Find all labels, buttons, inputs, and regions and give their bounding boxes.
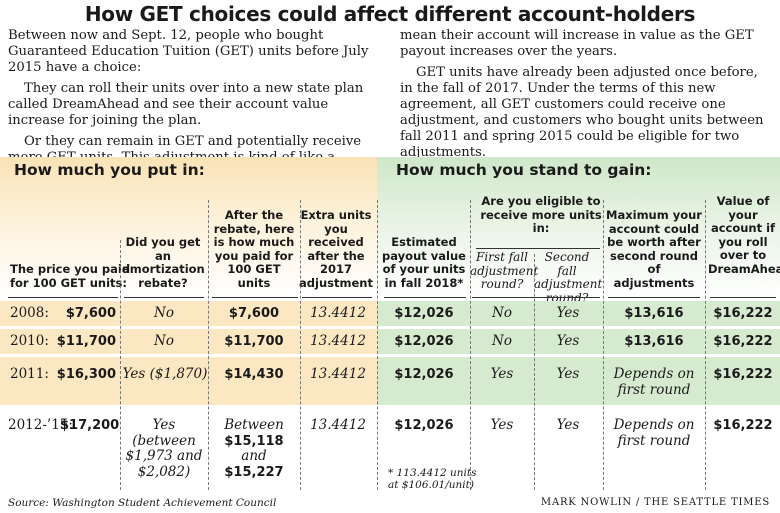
row-rebate: Yes (between $1,973 and $2,082) bbox=[125, 417, 203, 480]
row-payout: $12,026 bbox=[394, 418, 454, 433]
row-after-rebate-and: and bbox=[241, 448, 267, 464]
header-rebate: Did you get an amortization rebate? bbox=[122, 235, 205, 290]
header-rule-rebate bbox=[124, 297, 204, 298]
header-rule-extra bbox=[302, 297, 372, 298]
column-divider bbox=[377, 200, 378, 490]
row-shade-2010 bbox=[0, 329, 780, 354]
row-year: 2011: bbox=[10, 366, 49, 382]
row-after-rebate: $7,600 bbox=[228, 306, 280, 321]
column-divider bbox=[208, 200, 209, 490]
row-price: $17,200 bbox=[60, 418, 120, 433]
row-maximum: $13,616 bbox=[624, 334, 684, 349]
row-year: 2012-’15: bbox=[8, 417, 73, 433]
header-extra-units: Extra units you received after the 2017 … bbox=[299, 208, 373, 290]
column-divider bbox=[534, 254, 535, 490]
intro-paragraph-4: mean their account will increase in valu… bbox=[400, 28, 754, 59]
intro-paragraph-1: Between now and Sept. 12, people who bou… bbox=[8, 28, 369, 75]
header-rule-rounds bbox=[472, 297, 600, 298]
header-rule-eligible bbox=[476, 248, 600, 249]
intro-paragraph-5: GET units have already been adjusted onc… bbox=[400, 65, 764, 160]
row-dreamahead: $16,222 bbox=[713, 306, 773, 321]
row-price: $16,300 bbox=[56, 367, 116, 382]
header-first-fall: First fall adjustment round? bbox=[470, 250, 539, 291]
row-year: 2010: bbox=[10, 333, 49, 349]
row-maximum: Depends on first round bbox=[613, 366, 695, 398]
row-first-fall: No bbox=[492, 305, 512, 321]
row-rebate: No bbox=[154, 305, 174, 321]
row-maximum: $13,616 bbox=[624, 306, 684, 321]
row-year: 2008: bbox=[10, 305, 49, 321]
intro-right-column: mean their account will increase in valu… bbox=[400, 28, 770, 166]
row-second-fall: Yes bbox=[556, 366, 580, 382]
row-extra-units: 13.4412 bbox=[310, 305, 366, 321]
column-divider bbox=[705, 200, 706, 490]
row-second-fall: Yes bbox=[556, 305, 580, 321]
row-after-rebate: $11,700 bbox=[224, 334, 284, 349]
column-divider bbox=[300, 200, 301, 490]
header-rule-price bbox=[8, 297, 118, 298]
row-second-fall: Yes bbox=[556, 417, 580, 433]
row-price: $11,700 bbox=[56, 334, 116, 349]
row-dreamahead: $16,222 bbox=[713, 367, 773, 382]
row-first-fall: No bbox=[492, 333, 512, 349]
footnote-line-2: at $106.01/unit) bbox=[388, 479, 474, 491]
row-price: $7,600 bbox=[65, 306, 116, 321]
header-rule-payout bbox=[384, 297, 466, 298]
header-rule-maximum bbox=[608, 297, 700, 298]
row-after-rebate: $14,430 bbox=[224, 367, 284, 382]
row-second-fall: Yes bbox=[556, 333, 580, 349]
header-payout: Estimated payout value of your units in … bbox=[382, 235, 466, 290]
row-after-rebate-between: Between bbox=[224, 417, 284, 433]
row-shade-2011 bbox=[0, 357, 780, 405]
row-after-rebate-low: $15,118 bbox=[224, 433, 284, 449]
column-divider bbox=[120, 240, 121, 490]
header-price: The price you paid for 100 GET units: bbox=[10, 262, 131, 290]
row-payout: $12,026 bbox=[394, 334, 454, 349]
row-after-rebate-high: $15,227 bbox=[224, 464, 284, 480]
row-maximum: Depends on first round bbox=[613, 417, 695, 449]
row-dreamahead: $16,222 bbox=[713, 418, 773, 433]
header-dreamahead: Value of your account if you roll over t… bbox=[708, 194, 780, 276]
intro-paragraph-2: They can roll their units over into a ne… bbox=[8, 81, 364, 128]
column-divider bbox=[603, 200, 604, 490]
footnote: * 113.4412 units at $106.01/unit) bbox=[388, 467, 477, 491]
page-title: How GET choices could affect different a… bbox=[84, 2, 696, 26]
header-rule-after bbox=[212, 297, 298, 298]
row-extra-units: 13.4412 bbox=[310, 333, 366, 349]
row-shade-2008 bbox=[0, 301, 780, 326]
row-extra-units: 13.4412 bbox=[310, 417, 366, 433]
row-first-fall: Yes bbox=[490, 366, 514, 382]
row-payout: $12,026 bbox=[394, 306, 454, 321]
column-divider bbox=[470, 200, 471, 490]
row-rebate: Yes ($1,870) bbox=[122, 366, 208, 382]
section-heading-stand-to-gain: How much you stand to gain: bbox=[396, 161, 652, 179]
row-after-rebate: Between $15,118 and $15,227 bbox=[210, 417, 298, 480]
source-credit: Source: Washington Student Achievement C… bbox=[8, 497, 277, 509]
row-extra-units: 13.4412 bbox=[310, 366, 366, 382]
row-rebate: No bbox=[154, 333, 174, 349]
header-rule-dreamahead bbox=[710, 297, 776, 298]
row-dreamahead: $16,222 bbox=[713, 334, 773, 349]
graphic-credit: MARK NOWLIN / THE SEATTLE TIMES bbox=[540, 497, 770, 508]
footnote-line-1: * 113.4412 units bbox=[388, 467, 477, 479]
row-payout: $12,026 bbox=[394, 367, 454, 382]
row-first-fall: Yes bbox=[490, 417, 514, 433]
section-heading-put-in: How much you put in: bbox=[14, 161, 205, 179]
header-after-rebate: After the rebate, here is how much you p… bbox=[213, 208, 295, 290]
header-eligible: Are you eligible to receive more units i… bbox=[480, 194, 602, 235]
header-maximum: Maximum your account could be worth afte… bbox=[606, 208, 702, 290]
